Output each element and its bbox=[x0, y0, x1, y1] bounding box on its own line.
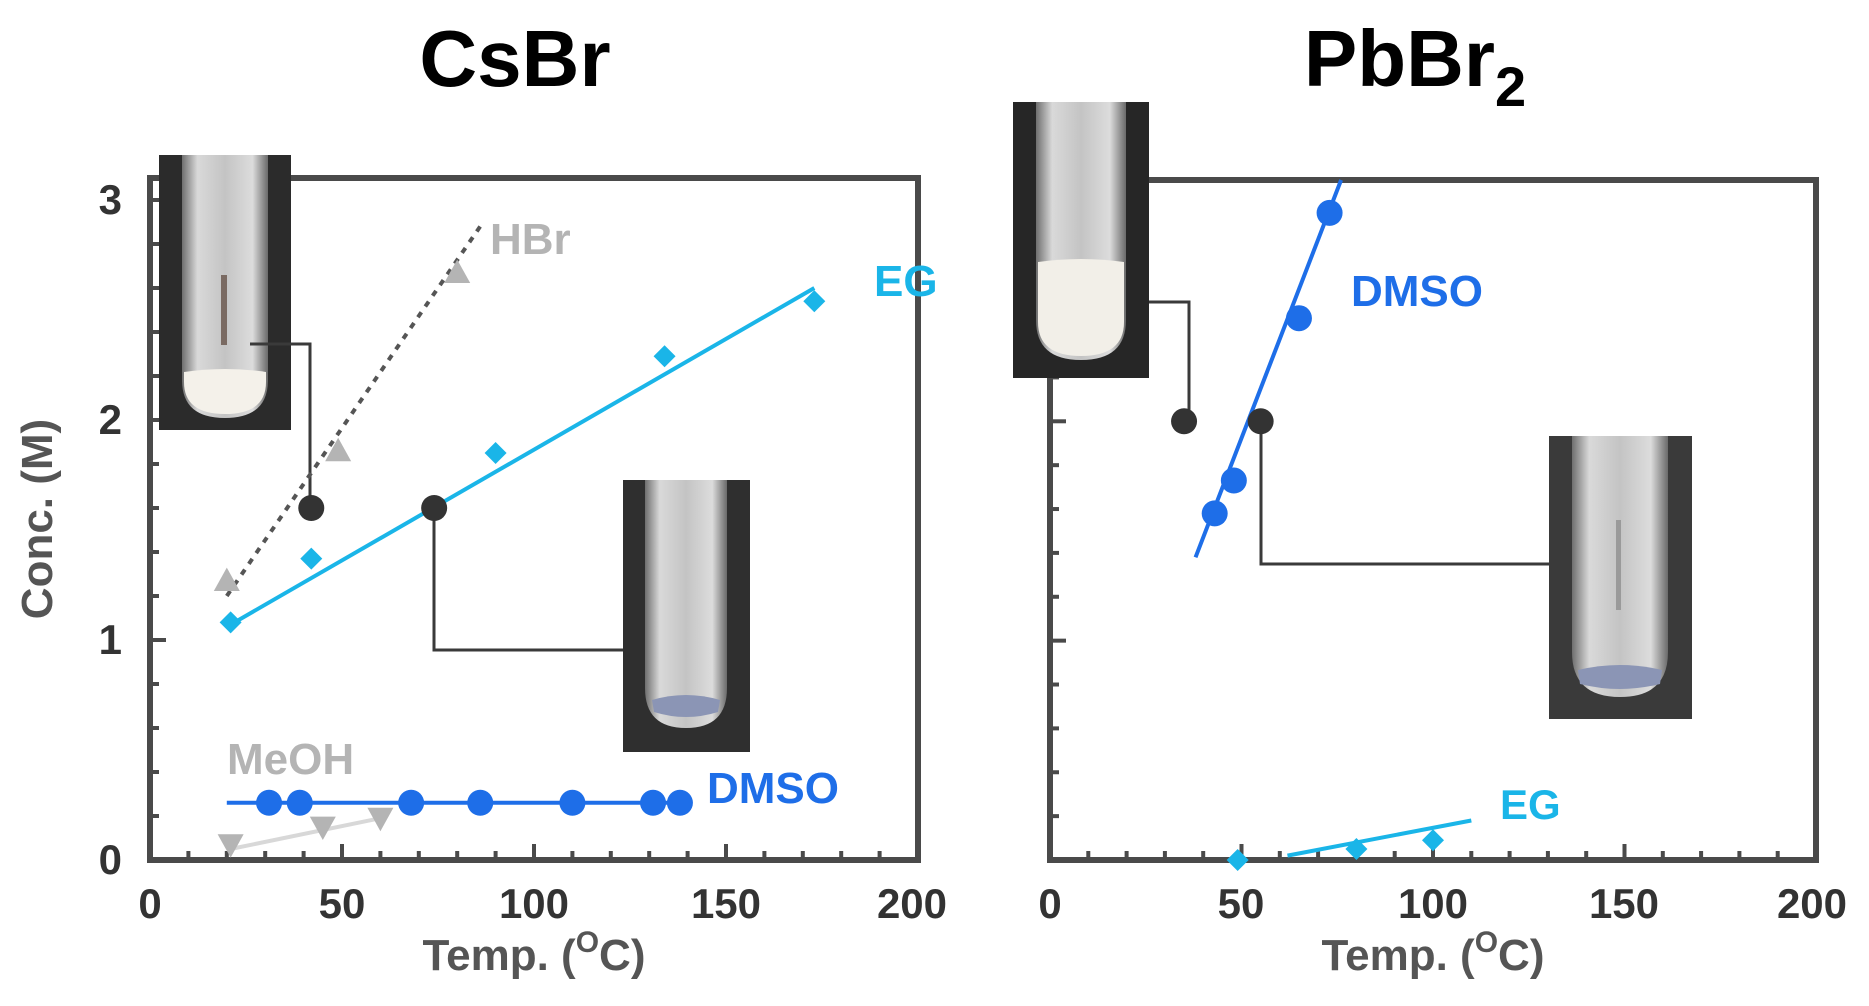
data-point-dmso bbox=[1201, 500, 1228, 527]
data-point-dmso bbox=[256, 789, 283, 816]
fit-line-eg bbox=[1287, 818, 1472, 858]
data-point-hbr bbox=[213, 567, 240, 591]
x-tick-label: 200 bbox=[1777, 880, 1847, 927]
fit-line-hbr bbox=[225, 225, 482, 598]
highlight-point bbox=[298, 495, 325, 521]
x-tick-label: 50 bbox=[1218, 880, 1265, 927]
data-point-meoh bbox=[217, 834, 244, 858]
y-tick-label: 0 bbox=[99, 836, 122, 883]
data-point-dmso bbox=[1285, 305, 1312, 332]
y-tick-label: 3 bbox=[99, 176, 122, 223]
inset-vial-clear-csbr bbox=[623, 480, 750, 752]
x-tick-label: 0 bbox=[138, 880, 161, 927]
data-point-eg bbox=[803, 290, 826, 313]
series-label-hbr: HBr bbox=[490, 215, 571, 264]
data-point-meoh bbox=[367, 807, 394, 832]
data-point-dmso bbox=[398, 789, 425, 816]
highlight-point bbox=[421, 495, 448, 521]
x-axis-label-csbr: Temp. (OC) bbox=[423, 926, 646, 980]
x-tick-label: 50 bbox=[319, 880, 366, 927]
x-tick-label: 100 bbox=[1398, 880, 1468, 927]
connector-line bbox=[250, 342, 312, 508]
inset-vial-clear-pbbr2 bbox=[1549, 436, 1692, 719]
data-point-dmso bbox=[1220, 467, 1247, 494]
inset-vial-precipitate-csbr bbox=[159, 155, 291, 430]
y-axis-label-csbr: Conc. (M) bbox=[13, 419, 62, 619]
panel-csbr: CsBr 0 1 2 3 0 50 100 150 200 Temp. (OC)… bbox=[13, 14, 947, 980]
data-point-hbr bbox=[325, 437, 352, 462]
connector-line bbox=[1149, 300, 1191, 418]
data-point-eg bbox=[1345, 838, 1368, 861]
x-tick-label: 150 bbox=[691, 880, 761, 927]
data-point-eg bbox=[219, 611, 242, 634]
series-label-dmso: DMSO bbox=[707, 764, 839, 813]
plot-area-csbr bbox=[147, 175, 921, 863]
x-tick-label: 0 bbox=[1038, 880, 1061, 927]
fit-line-meoh bbox=[230, 816, 381, 851]
inset-vial-precipitate-pbbr2 bbox=[1013, 102, 1149, 378]
series-layer-pbbr2 bbox=[1171, 179, 1472, 871]
series-label-eg: EG bbox=[1500, 781, 1561, 828]
data-point-dmso bbox=[286, 789, 313, 816]
x-axis-label-pbbr2: Temp. (OC) bbox=[1322, 926, 1545, 980]
data-point-dmso bbox=[640, 789, 667, 816]
series-label-eg: EG bbox=[874, 257, 938, 306]
y-tick-label: 2 bbox=[99, 396, 122, 443]
x-tick-label: 150 bbox=[1589, 880, 1659, 927]
panel-pbbr2: PbBr2 0 50 100 150 200 Temp. (OC) DMSO E… bbox=[1013, 14, 1847, 980]
data-point-eg bbox=[300, 547, 323, 570]
x-tick-label: 100 bbox=[499, 880, 569, 927]
data-point-dmso bbox=[1316, 199, 1343, 226]
data-point-dmso bbox=[467, 789, 494, 816]
series-label-meoh: MeOH bbox=[227, 735, 354, 784]
highlight-point bbox=[1247, 408, 1274, 435]
data-point-eg bbox=[653, 345, 676, 368]
panel-title-pbbr2: PbBr2 bbox=[1304, 14, 1526, 118]
data-point-hbr bbox=[444, 259, 471, 283]
data-point-dmso bbox=[559, 789, 586, 816]
highlight-point bbox=[1171, 408, 1198, 435]
fit-line-eg bbox=[229, 286, 816, 627]
data-point-eg bbox=[1422, 829, 1444, 852]
panel-title-csbr: CsBr bbox=[419, 14, 610, 103]
x-tick-label: 200 bbox=[877, 880, 947, 927]
y-tick-label: 1 bbox=[99, 616, 122, 663]
data-point-eg bbox=[1226, 849, 1249, 871]
data-point-meoh bbox=[309, 816, 336, 840]
fit-line-dmso bbox=[1193, 179, 1343, 559]
data-point-dmso bbox=[666, 789, 693, 816]
connector-line bbox=[432, 508, 623, 652]
series-layer-csbr bbox=[213, 225, 826, 858]
series-label-dmso: DMSO bbox=[1351, 267, 1483, 316]
data-point-eg bbox=[484, 442, 507, 464]
connector-line bbox=[1259, 418, 1549, 566]
